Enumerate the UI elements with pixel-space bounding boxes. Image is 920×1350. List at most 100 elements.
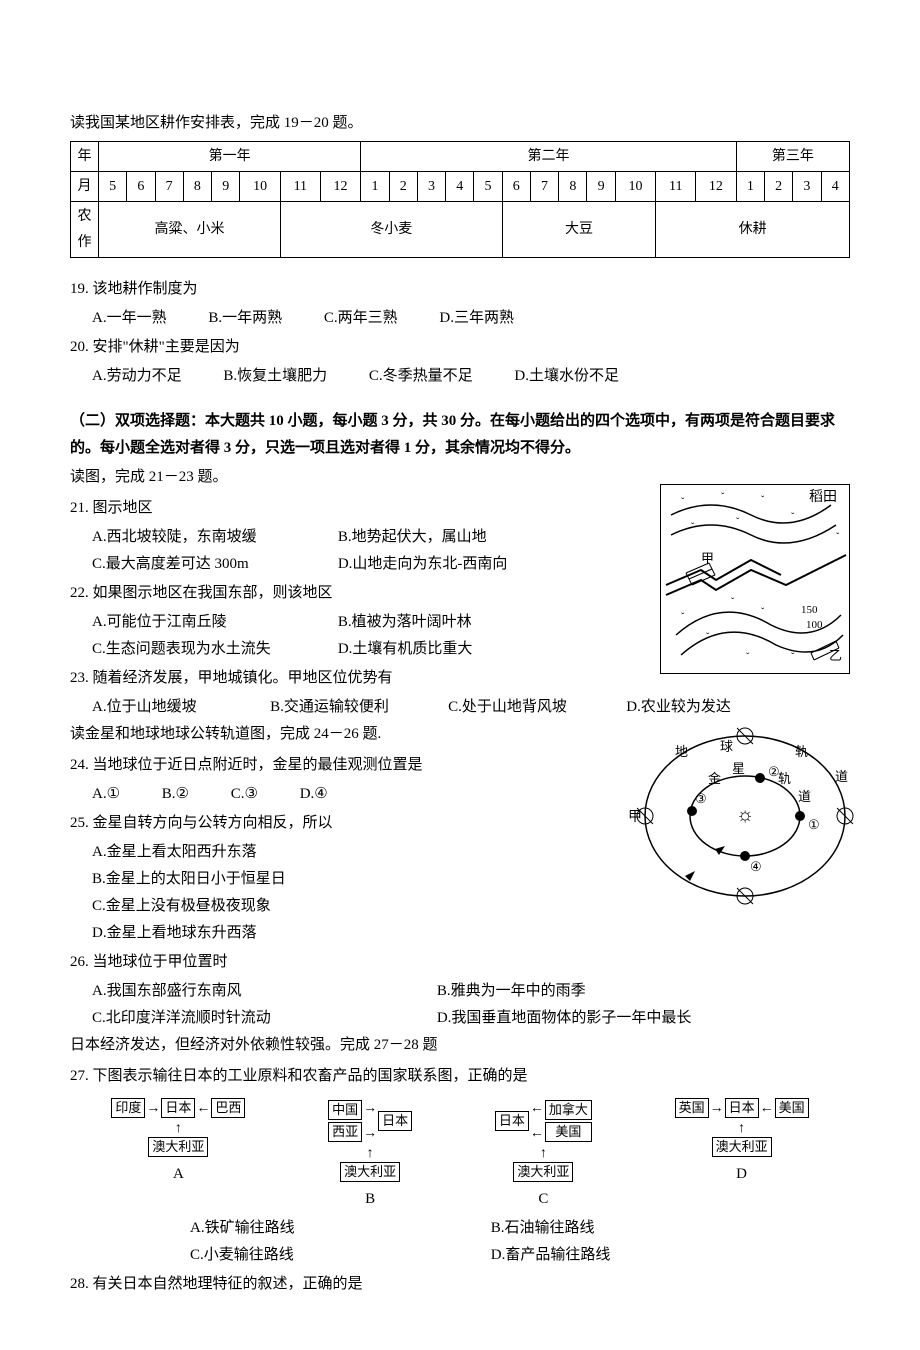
month-cell: 4 (821, 172, 849, 202)
month-cell: 1 (736, 172, 764, 202)
q26-options: A.我国东部盛行东南风 B.雅典为一年中的雨季 C.北印度洋洋流顺时针流动 D.… (70, 978, 850, 1032)
arrow-left-icon: ← (760, 1096, 774, 1121)
svg-text:道: 道 (798, 789, 811, 804)
q23-a: A.位于山地缓坡 (92, 694, 266, 721)
crop-cell: 高粱、小米 (99, 202, 281, 257)
q28-text: 28. 有关日本自然地理特征的叙述，正确的是 (70, 1271, 850, 1298)
svg-text:ˇ: ˇ (691, 522, 695, 533)
q22-options: A.可能位于江南丘陵 B.植被为落叶阔叶林 C.生态问题表现为水土流失 D.土壤… (70, 609, 630, 663)
box-uk: 英国 (675, 1098, 709, 1118)
box-brazil: 巴西 (211, 1098, 245, 1118)
arrow-left-icon: ← (530, 1121, 544, 1146)
q21-options: A.西北坡较陡，东南坡缓 B.地势起伏大，属山地 C.最大高度差可达 300m … (70, 524, 630, 578)
month-cell: 11 (656, 172, 696, 202)
box-india: 印度 (111, 1098, 145, 1118)
q27-b: B.石油输往路线 (491, 1215, 788, 1242)
month-cell: 5 (474, 172, 502, 202)
q23-options: A.位于山地缓坡 B.交通运输较便利 C.处于山地背风坡 D.农业较为发达 (70, 694, 850, 721)
year-3: 第三年 (736, 142, 849, 172)
q21-d: D.山地走向为东北-西南向 (338, 551, 580, 578)
month-cell: 10 (240, 172, 281, 202)
svg-text:☼: ☼ (736, 804, 754, 826)
q25-d: D.金星上看地球东升西落 (92, 920, 590, 947)
row-label-crop: 农作 (71, 202, 99, 257)
q24-b: B.② (162, 781, 189, 808)
arrow-up-icon: ↑ (367, 1147, 374, 1161)
q23-b: B.交通运输较便利 (270, 694, 444, 721)
q22-text: 22. 如果图示地区在我国东部，则该地区 (70, 580, 630, 607)
crop-cell: 大豆 (502, 202, 656, 257)
svg-text:③: ③ (695, 791, 707, 806)
svg-text:ˇ: ˇ (721, 492, 725, 503)
yi-label: 乙 (829, 648, 842, 663)
q27-c: C.小麦输往路线 (190, 1242, 487, 1269)
svg-text:ˇ: ˇ (746, 652, 750, 663)
q22-a: A.可能位于江南丘陵 (92, 609, 334, 636)
q26-a: A.我国东部盛行东南风 (92, 978, 433, 1005)
q21-b: B.地势起伏大，属山地 (338, 524, 580, 551)
q22-c: C.生态问题表现为水土流失 (92, 636, 334, 663)
svg-text:ˇ: ˇ (761, 607, 765, 618)
q25-options: A.金星上看太阳西升东落 B.金星上的太阳日小于恒星日 C.金星上没有极昼极夜现… (70, 839, 590, 947)
diagram-c: 日本 ← ← 加拿大 美国 ↑ 澳大利亚 C (495, 1096, 592, 1214)
svg-text:ˇ: ˇ (791, 652, 795, 663)
q19-a: A.一年一熟 (92, 305, 167, 332)
month-cell: 12 (696, 172, 737, 202)
q25-c: C.金星上没有极昼极夜现象 (92, 893, 590, 920)
q20-a: A.劳动力不足 (92, 363, 182, 390)
diagram-a-label: A (111, 1161, 245, 1188)
diagram-d-label: D (675, 1161, 809, 1188)
q22-b: B.植被为落叶阔叶林 (338, 609, 580, 636)
contour-100: 100 (806, 619, 823, 631)
q24-text: 24. 当地球位于近日点附近时，金星的最佳观测位置是 (70, 752, 590, 779)
month-cell: 12 (320, 172, 361, 202)
arrow-up-icon: ↑ (540, 1147, 547, 1161)
q26-d: D.我国垂直地面物体的影子一年中最长 (437, 1005, 778, 1032)
paddy-label: 稻田 (809, 489, 837, 505)
box-canada: 加拿大 (545, 1100, 592, 1120)
q25-b: B.金星上的太阳日小于恒星日 (92, 866, 590, 893)
q19-d: D.三年两熟 (439, 305, 514, 332)
svg-text:①: ① (808, 817, 820, 832)
month-row: 月 567891011121234567891011121234 (71, 172, 850, 202)
q20-text: 20. 安排"休耕"主要是因为 (70, 334, 850, 361)
month-cell: 1 (361, 172, 389, 202)
svg-text:道: 道 (835, 769, 848, 784)
svg-text:ˇ: ˇ (681, 612, 685, 623)
q24-options: A.① B.② C.③ D.④ (70, 781, 590, 808)
month-cell: 10 (615, 172, 656, 202)
box-japan: 日本 (161, 1098, 195, 1118)
arrow-left-icon: ← (530, 1096, 544, 1121)
diagram-c-label: C (495, 1186, 592, 1213)
svg-text:球: 球 (720, 739, 733, 754)
month-cell: 7 (155, 172, 183, 202)
arrow-right-icon: → (363, 1121, 377, 1146)
japan-diagrams: 印度 → 日本 ← 巴西 ↑ 澳大利亚 A 中国 西亚 → → 日本 (70, 1096, 850, 1214)
box-japan: 日本 (495, 1111, 529, 1131)
q20-d: D.土壤水份不足 (514, 363, 619, 390)
q27-options: A.铁矿输往路线 B.石油输往路线 C.小麦输往路线 D.畜产品输往路线 (70, 1215, 850, 1269)
year-1: 第一年 (99, 142, 361, 172)
svg-text:星: 星 (732, 761, 745, 776)
month-cell: 7 (530, 172, 558, 202)
svg-text:ˇ: ˇ (681, 497, 685, 508)
crop-cell: 休耕 (656, 202, 850, 257)
q26-text: 26. 当地球位于甲位置时 (70, 949, 850, 976)
q24-a: A.① (92, 781, 120, 808)
arrow-right-icon: → (363, 1096, 377, 1121)
month-cell: 9 (212, 172, 240, 202)
box-australia: 澳大利亚 (712, 1137, 772, 1157)
q27-a: A.铁矿输往路线 (190, 1215, 487, 1242)
q25-text: 25. 金星自转方向与公转方向相反，所以 (70, 810, 590, 837)
month-cell: 8 (559, 172, 587, 202)
svg-text:轨: 轨 (795, 744, 808, 759)
svg-text:轨: 轨 (778, 771, 791, 786)
month-cell: 4 (446, 172, 474, 202)
q20-options: A.劳动力不足 B.恢复土壤肥力 C.冬季热量不足 D.土壤水份不足 (70, 363, 850, 390)
year-row: 年 第一年 第二年 第三年 (71, 142, 850, 172)
diagram-b: 中国 西亚 → → 日本 ↑ 澳大利亚 B (328, 1096, 412, 1214)
intro-text-1: 读我国某地区耕作安排表，完成 19－20 题。 (70, 110, 850, 137)
q19-text: 19. 该地耕作制度为 (70, 276, 850, 303)
svg-text:④: ④ (750, 859, 762, 874)
box-usa: 美国 (545, 1122, 592, 1142)
